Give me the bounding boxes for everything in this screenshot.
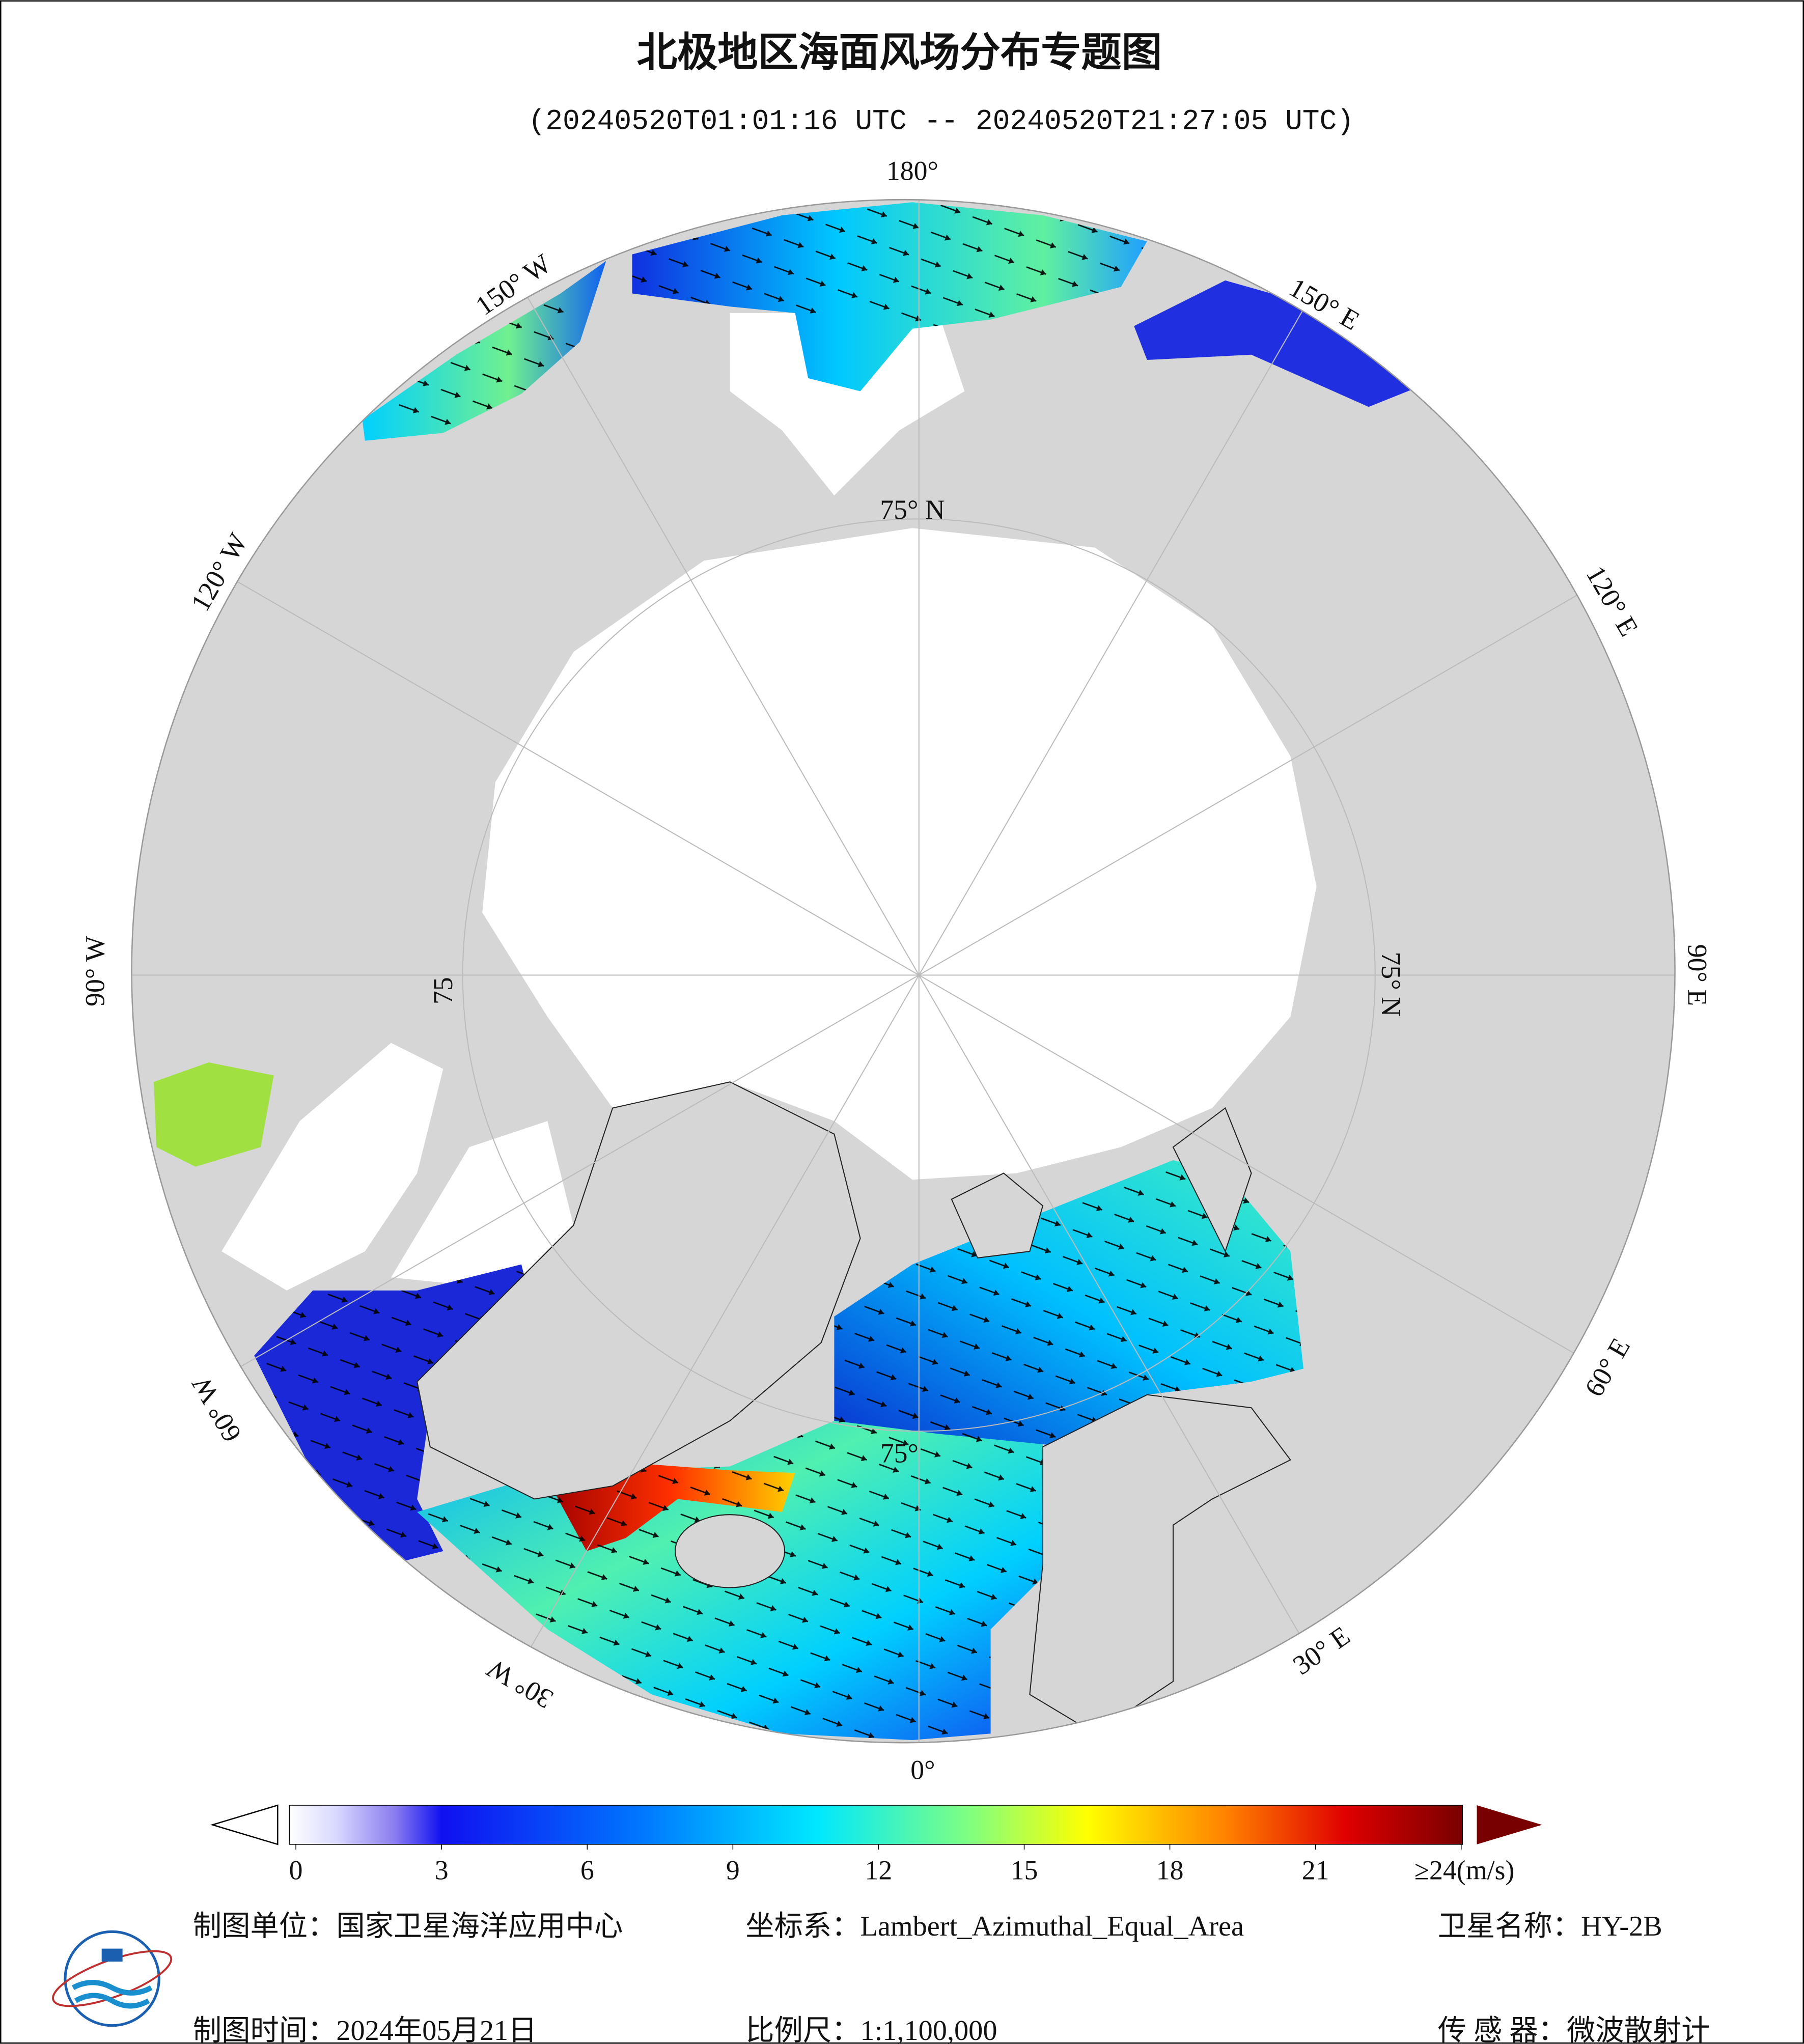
footer-unit: 制图单位：国家卫星海洋应用中心 <box>193 1911 623 1942</box>
footer-satellite: 卫星名称：HY-2B <box>1438 1911 1662 1942</box>
footer-projection: 坐标系：Lambert_Azimuthal_Equal_Area <box>745 1911 1244 1942</box>
title: 北极地区海面风场分布专题图 <box>637 29 1162 76</box>
novaya-zemlya <box>1172 1107 1252 1253</box>
wind-arrows <box>834 1160 1303 1447</box>
meridian <box>918 974 1324 1675</box>
longitude-label: 0° <box>910 1754 935 1785</box>
colorbar-under <box>210 1804 279 1845</box>
wind-arrows <box>362 293 580 433</box>
meridian <box>218 974 920 1380</box>
longitude-label: 90° W <box>79 936 110 1006</box>
colorbar-tick-label: 15 <box>1011 1855 1038 1885</box>
svalbard <box>951 1172 1044 1258</box>
colorbar-tick-label: ≥24(m/s) <box>1414 1855 1515 1885</box>
latitude-label: 75° N <box>1376 952 1406 1017</box>
bering-sea <box>730 313 965 496</box>
footer-scale: 比例尺：1:1,100,000 <box>745 2015 997 2044</box>
meridian <box>918 275 1324 975</box>
colorbar-tick-label: 6 <box>580 1855 594 1885</box>
colorbar-tick-label: 0 <box>289 1855 303 1885</box>
meridian <box>919 974 1619 1380</box>
longitude-label: 180° <box>886 155 938 186</box>
greenland <box>417 1081 861 1500</box>
map-border <box>131 199 1676 1744</box>
colorbar-tick-label: 3 <box>435 1855 449 1885</box>
wind-okhotsk <box>1134 280 1414 407</box>
iceland <box>675 1514 786 1588</box>
latitude-label: 75° <box>880 1438 919 1468</box>
colorbar: 0 3 6 9 12 15 18 21 ≥24(m/s) <box>210 1804 1542 1885</box>
wind-arrows <box>632 202 1147 329</box>
meridian <box>218 570 920 976</box>
latitude-label: 75° N <box>880 494 945 525</box>
subtitle: (20240520T01:01:16 UTC -- 20240520T21:27… <box>528 105 1354 137</box>
latitude-label: 75 <box>428 977 458 1004</box>
colorbar-bar <box>289 1805 1463 1845</box>
meridian <box>514 974 920 1675</box>
hudson-bay <box>221 1043 443 1291</box>
meridian <box>514 275 920 975</box>
scandinavia <box>1029 1394 1291 1734</box>
colorbar-tick-label: 21 <box>1302 1855 1329 1885</box>
footer-date: 制图时间：2024年05月21日 <box>193 2015 537 2044</box>
baffin-bay <box>391 1121 574 1291</box>
logo <box>52 1930 173 2027</box>
footer-sensor: 传 感 器：微波散射计 <box>1438 2015 1710 2044</box>
colorbar-tick-label: 12 <box>865 1855 893 1885</box>
colorbar-over <box>1477 1805 1542 1844</box>
meridian <box>919 570 1619 976</box>
arctic-ocean <box>482 528 1317 1180</box>
colorbar-tick-label: 18 <box>1156 1855 1184 1885</box>
longitude-label: 90° E <box>1682 944 1713 1006</box>
colorbar-tick-label: 9 <box>726 1855 740 1885</box>
wind-hudson <box>154 1062 274 1167</box>
